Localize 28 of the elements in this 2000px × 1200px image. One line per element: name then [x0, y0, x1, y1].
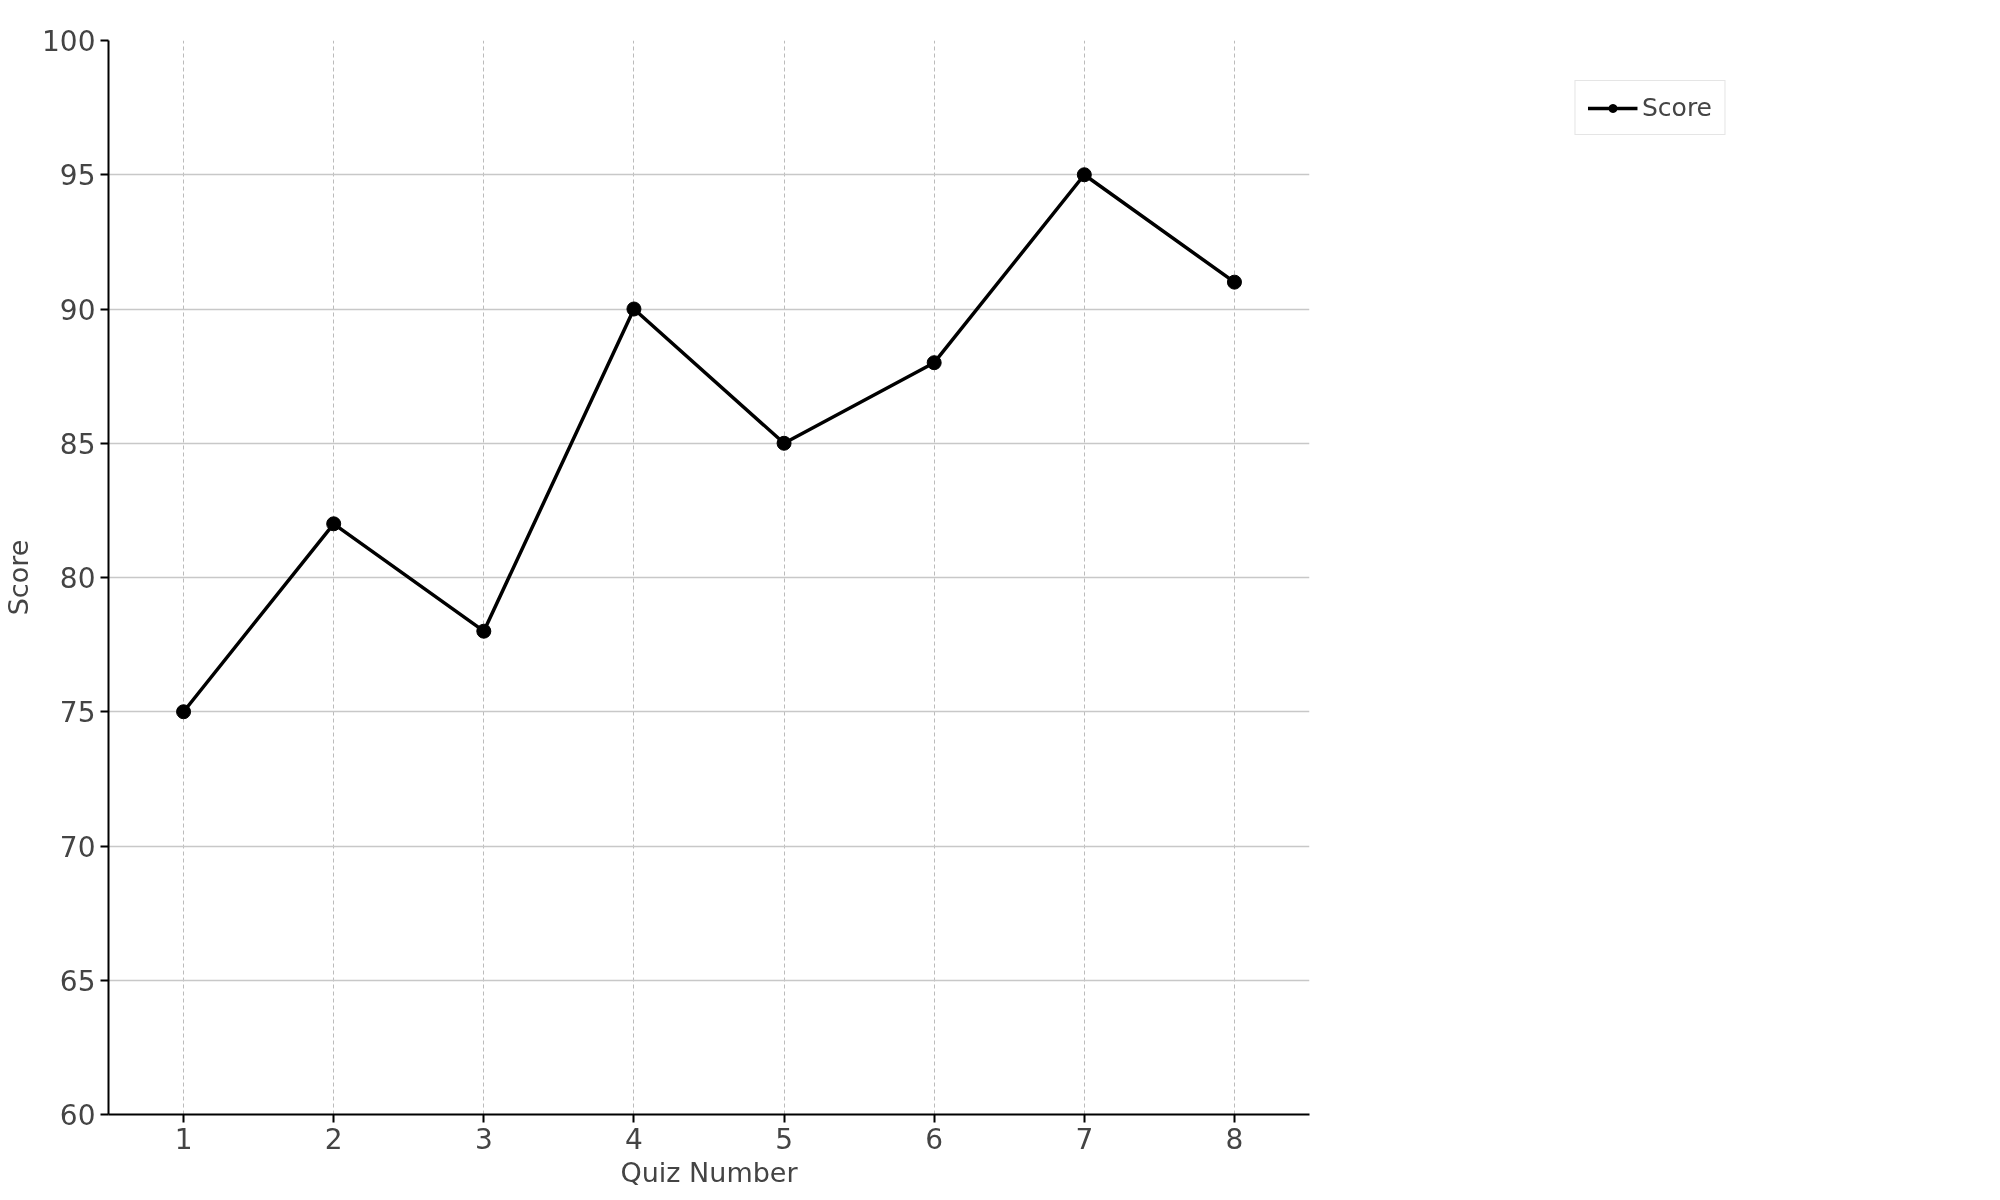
point [1076, 167, 1092, 183]
y-axis-title: Score [3, 539, 35, 616]
x-tick-label: 3 [474, 1122, 493, 1156]
y-tick-label: 95 [59, 159, 96, 193]
x-tick-label: 5 [775, 1122, 793, 1156]
x-tick-label: 4 [625, 1122, 643, 1156]
y-tick-label: 60 [59, 1099, 96, 1132]
y-tick-label: 70 [59, 830, 96, 864]
y-tick-label: 65 [59, 964, 96, 998]
point [626, 301, 642, 317]
x-tick-label: 7 [1075, 1122, 1094, 1156]
y-tick-label: 75 [59, 696, 96, 730]
point [776, 435, 792, 451]
point [1226, 274, 1242, 290]
point [326, 516, 342, 532]
x-axis-title: Quiz Number [620, 1156, 799, 1188]
y-tick-label: 80 [59, 562, 96, 595]
x-tick-label: 6 [925, 1122, 944, 1156]
y-tick-label: 100 [42, 25, 96, 58]
point [926, 355, 942, 371]
point [476, 623, 492, 639]
x-tick-label: 1 [174, 1122, 193, 1156]
x-tick-label: 8 [1225, 1122, 1244, 1156]
point [176, 704, 192, 720]
y-tick-label: 85 [59, 427, 96, 461]
legend-label: Score [1641, 93, 1713, 122]
y-tick-label: 90 [59, 293, 96, 327]
x-tick-label: 2 [324, 1122, 343, 1156]
